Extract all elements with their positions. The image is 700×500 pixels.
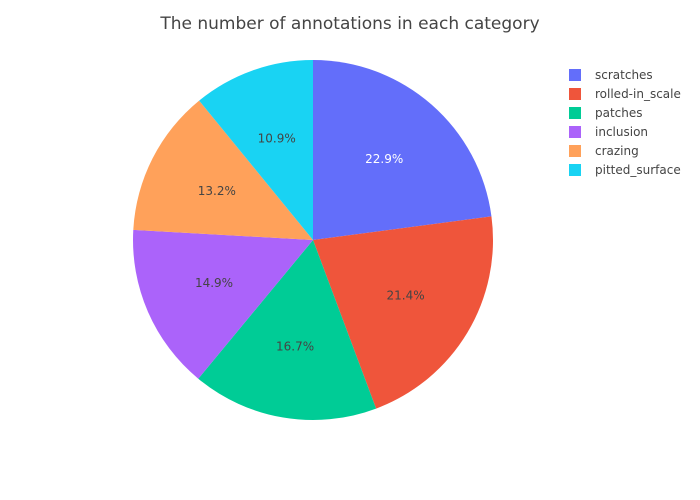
legend-label-crazing: crazing bbox=[595, 144, 639, 158]
legend-item-scratches[interactable]: scratches bbox=[569, 68, 653, 82]
chart-title: The number of annotations in each catego… bbox=[159, 14, 539, 34]
legend-swatch-scratches bbox=[569, 69, 581, 81]
slice-label-pitted_surface: 10.9% bbox=[258, 131, 296, 145]
legend-item-rolled-in_scale[interactable]: rolled-in_scale bbox=[569, 87, 681, 101]
pie-slice-pitted_surface[interactable] bbox=[199, 60, 313, 240]
legend-item-patches[interactable]: patches bbox=[569, 106, 643, 120]
legend-swatch-pitted_surface bbox=[569, 164, 581, 176]
legend-label-pitted_surface: pitted_surface bbox=[595, 163, 681, 177]
slice-label-crazing: 13.2% bbox=[198, 184, 236, 198]
slice-label-scratches: 22.9% bbox=[365, 152, 403, 166]
pie-slice-patches[interactable] bbox=[198, 240, 377, 421]
legend-swatch-rolled-in_scale bbox=[569, 88, 581, 100]
legend-swatch-inclusion bbox=[569, 126, 581, 138]
legend-item-crazing[interactable]: crazing bbox=[569, 144, 639, 158]
legend-item-inclusion[interactable]: inclusion bbox=[569, 125, 648, 139]
legend-swatch-crazing bbox=[569, 145, 581, 157]
legend-label-rolled-in_scale: rolled-in_scale bbox=[595, 87, 681, 101]
pie-slice-inclusion[interactable] bbox=[133, 229, 313, 379]
pie-slice-rolled-in_scale[interactable] bbox=[313, 216, 494, 409]
legend-item-pitted_surface[interactable]: pitted_surface bbox=[569, 163, 681, 177]
slice-label-inclusion: 14.9% bbox=[195, 276, 233, 290]
slice-label-patches: 16.7% bbox=[276, 340, 314, 354]
legend-label-patches: patches bbox=[595, 106, 643, 120]
legend-swatch-patches bbox=[569, 107, 581, 119]
slice-label-rolled-in_scale: 21.4% bbox=[387, 289, 425, 303]
pie-slice-scratches[interactable] bbox=[313, 59, 492, 240]
legend-label-inclusion: inclusion bbox=[595, 125, 648, 139]
pie-slice-labels: 22.9% 21.4% 16.7% 14.9% 13.2% 10.9% bbox=[195, 131, 425, 353]
pie-slices bbox=[133, 59, 494, 421]
pie-slice-crazing[interactable] bbox=[133, 100, 313, 240]
legend-label-scratches: scratches bbox=[595, 68, 653, 82]
